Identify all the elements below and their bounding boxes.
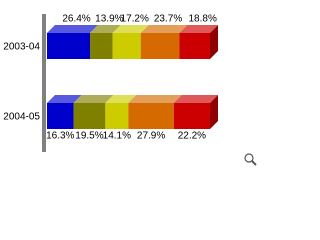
bar-side <box>210 25 218 59</box>
bar-segment <box>179 33 210 59</box>
bar-side <box>210 95 218 129</box>
bar-top <box>90 25 121 33</box>
bar-top <box>179 25 218 33</box>
bar-top <box>47 95 82 103</box>
chart: 2003-04 26.4% 13.9%17.2% 23.7% 18.8% 2004-05 1… <box>3 14 257 166</box>
zoom-icon <box>244 153 257 166</box>
data-label: 26.4% <box>62 14 90 25</box>
bar-segment <box>47 103 74 129</box>
data-label: 17.2% <box>121 14 149 25</box>
bar-segment <box>47 33 91 59</box>
bar-top <box>105 95 137 103</box>
page: 2003-04 26.4% 13.9% 17.2% 23.7% 18.8% 2004-05 1… <box>3 13 257 166</box>
bar-segment <box>105 103 129 129</box>
category-axis <box>42 14 46 152</box>
bar-top <box>112 25 149 33</box>
bar-top <box>47 25 99 33</box>
bar-segment <box>173 103 210 129</box>
bar-segment <box>90 33 113 59</box>
bar-segment <box>140 33 180 59</box>
data-label: 27.9% <box>137 131 165 142</box>
bar-top <box>140 25 188 33</box>
bar-segment <box>73 103 106 129</box>
bar-segment <box>112 33 141 59</box>
bar-top <box>73 95 114 103</box>
data-label: 19.5% <box>75 131 103 142</box>
y-tick-label: 2004-05 <box>3 112 40 123</box>
bar-segment <box>128 103 174 129</box>
bar-top <box>173 95 218 103</box>
data-label: 23.7% <box>154 14 182 25</box>
data-label: 14.1% <box>103 131 131 142</box>
data-label: 22.2% <box>178 131 206 142</box>
data-label: 13.9% <box>95 14 123 25</box>
y-tick-label: 2003-04 <box>3 42 40 53</box>
data-label: 16.3% <box>46 131 74 142</box>
data-label: 18.8% <box>188 14 216 25</box>
bar-top <box>128 95 182 103</box>
